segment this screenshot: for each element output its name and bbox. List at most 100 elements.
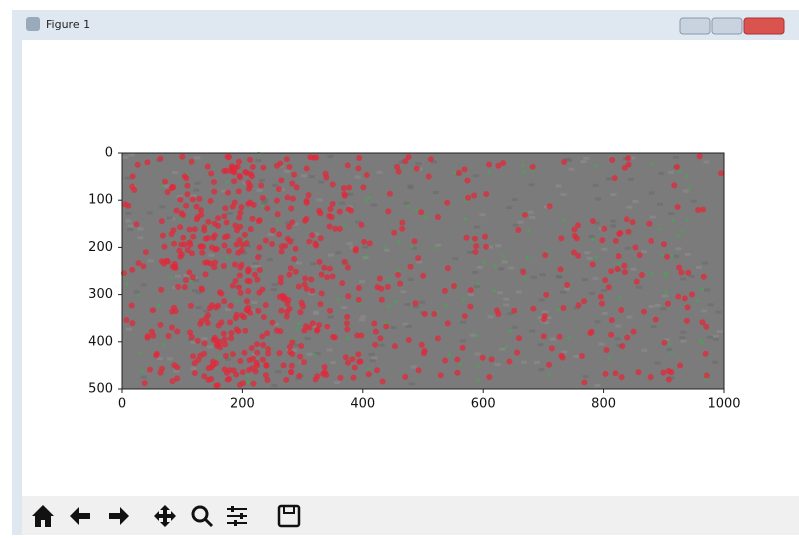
keypoint [360, 184, 366, 190]
keypoint [677, 234, 680, 237]
maximize-button[interactable] [712, 18, 742, 34]
texture [127, 228, 133, 231]
keypoint [245, 305, 251, 311]
keypoint [318, 301, 324, 307]
keypoint [524, 277, 527, 280]
configure-button[interactable] [227, 506, 247, 526]
keypoint [192, 226, 198, 232]
keypoint [495, 311, 501, 317]
texture [560, 291, 566, 294]
keypoint [236, 188, 242, 194]
keypoint [221, 298, 227, 304]
keypoint [581, 379, 587, 385]
keypoint [630, 219, 636, 225]
keypoint [130, 173, 136, 179]
texture [207, 345, 213, 348]
keypoint [701, 274, 707, 280]
texture [506, 206, 512, 209]
keypoint [444, 200, 450, 206]
window-border [12, 40, 22, 535]
texture [648, 305, 654, 308]
texture [668, 171, 674, 174]
keypoint [236, 214, 242, 220]
texture [582, 278, 588, 281]
keypoint [591, 238, 594, 241]
keypoint [196, 196, 202, 202]
keypoint [509, 329, 512, 332]
keypoint [632, 244, 638, 250]
texture [468, 293, 474, 296]
keypoint [199, 250, 205, 256]
keypoint [685, 270, 691, 276]
keypoint [546, 362, 552, 368]
keypoint [588, 329, 594, 335]
keypoint [276, 186, 282, 192]
keypoint [254, 350, 260, 356]
texture [696, 266, 702, 269]
y-tick-label: 100 [88, 193, 113, 208]
keypoint [599, 237, 605, 243]
keypoint [671, 255, 674, 258]
keypoint [276, 220, 279, 223]
texture [662, 294, 668, 297]
texture [275, 370, 281, 373]
keypoint [480, 355, 486, 361]
keypoint [260, 195, 266, 201]
knob [240, 513, 243, 519]
minimize-button[interactable] [680, 18, 710, 34]
keypoint [648, 374, 654, 380]
keypoint [613, 238, 619, 244]
texture [406, 325, 412, 328]
keypoint [337, 226, 343, 232]
texture [495, 363, 501, 366]
texture [477, 266, 483, 269]
keypoint [387, 191, 393, 197]
keypoint [380, 378, 386, 384]
keypoint [264, 205, 270, 211]
keypoint [472, 249, 478, 255]
keypoint [547, 203, 553, 209]
keypoint [136, 260, 142, 266]
keypoint [579, 353, 585, 359]
texture [122, 156, 128, 159]
texture [528, 211, 534, 214]
keypoint [180, 212, 186, 218]
keypoint [247, 375, 250, 378]
keypoint [290, 196, 296, 202]
keypoint [172, 265, 178, 271]
texture [592, 277, 598, 280]
keypoint [201, 351, 207, 357]
keypoint [260, 342, 266, 348]
texture [473, 174, 479, 177]
texture [125, 177, 131, 180]
texture [512, 326, 518, 329]
texture [475, 352, 481, 355]
keypoint [398, 241, 401, 244]
texture [359, 318, 365, 321]
texture [334, 381, 340, 384]
keypoint [408, 264, 414, 270]
keypoint [619, 343, 625, 349]
keypoint [269, 320, 275, 326]
keypoint [198, 212, 204, 218]
keypoint [664, 271, 667, 274]
keypoint [330, 201, 336, 207]
keypoint [344, 314, 350, 320]
keypoint [203, 271, 209, 277]
close-button[interactable] [744, 18, 784, 34]
keypoint [165, 259, 171, 265]
x-tick-label: 0 [118, 397, 126, 412]
keypoint [435, 214, 441, 220]
keypoint [310, 320, 316, 326]
keypoint [407, 204, 410, 207]
texture [341, 306, 347, 309]
texture [272, 283, 278, 286]
keypoint [309, 232, 315, 238]
keypoint [557, 334, 563, 340]
texture [683, 190, 689, 193]
slider [227, 515, 247, 517]
keypoint [599, 301, 605, 307]
keypoint [395, 272, 401, 278]
keypoint [274, 327, 280, 333]
texture [681, 340, 687, 343]
